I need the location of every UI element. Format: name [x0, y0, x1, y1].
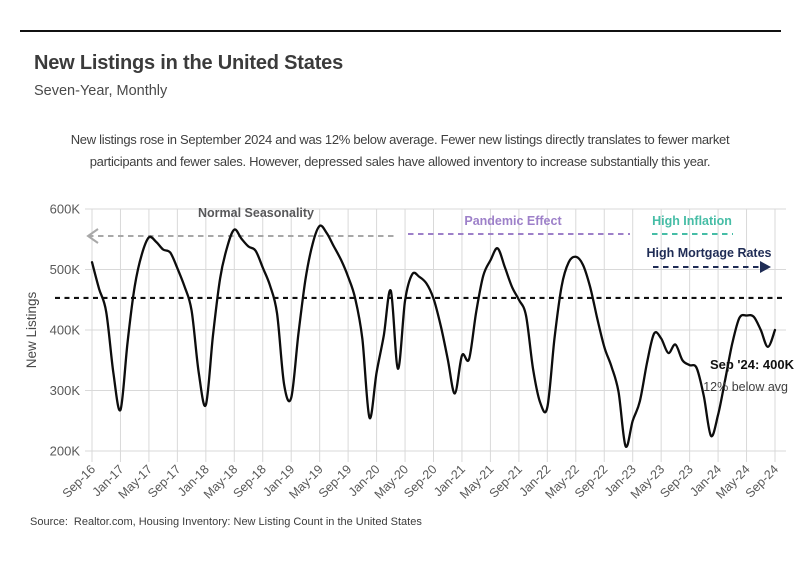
y-axis-tick-label: 300K: [50, 383, 81, 398]
normal-seasonality-label: Normal Seasonality: [198, 206, 314, 220]
description-line-2: participants and fewer sales. However, d…: [89, 154, 711, 169]
description-line-1: New listings rose in September 2024 and …: [70, 132, 730, 147]
y-axis-tick-label: 400K: [50, 323, 81, 338]
right-arrowhead-icon: [760, 261, 771, 273]
pandemic-effect-label: Pandemic Effect: [464, 214, 562, 228]
left-arrowhead-icon: [86, 228, 99, 244]
new-listings-series-line: [90, 224, 777, 448]
source-line: Source: Realtor.com, Housing Inventory: N…: [30, 516, 422, 528]
source-label: Source:: [30, 516, 68, 528]
source-text: Realtor.com, Housing Inventory: New List…: [73, 516, 422, 528]
page-subtitle: Seven-Year, Monthly: [34, 83, 168, 99]
high-mortgage-rates-label: High Mortgage Rates: [646, 246, 771, 260]
y-axis-title: New Listings: [24, 291, 39, 368]
chart-description: New listings rose in September 2024 and …: [50, 129, 750, 173]
latest-point-label: Sep '24: 400K: [710, 357, 795, 372]
y-axis-tick-label: 600K: [50, 202, 81, 217]
y-axis-tick-label: 500K: [50, 262, 81, 277]
high-inflation-label: High Inflation: [652, 214, 732, 228]
latest-point-sublabel: 12% below avg: [703, 380, 788, 394]
y-axis-tick-label: 200K: [50, 444, 81, 459]
top-divider-rule: [20, 30, 781, 32]
x-axis-tick-label: Sep-16: [60, 462, 98, 500]
page-title: New Listings in the United States: [34, 52, 343, 74]
